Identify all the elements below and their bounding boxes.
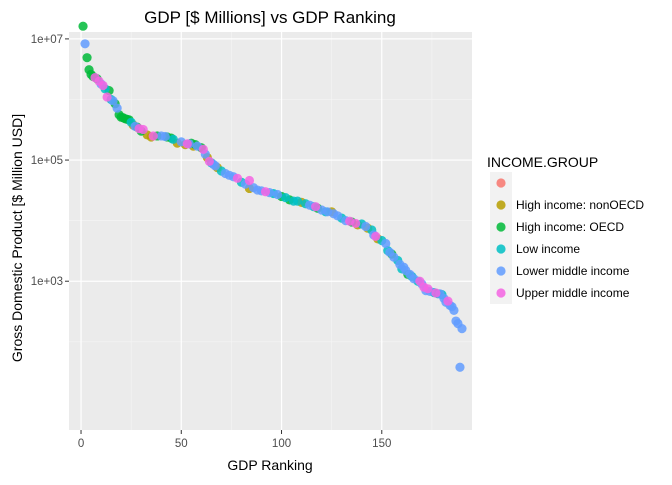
data-point (351, 218, 361, 229)
data-point (311, 202, 321, 212)
legend-title: INCOME.GROUP (487, 154, 598, 170)
data-point (78, 21, 88, 31)
data-point (333, 211, 343, 221)
data-point (292, 196, 303, 206)
x-tick-label: 50 (175, 438, 188, 450)
data-point (102, 92, 112, 102)
legend-label: Low income (516, 242, 580, 256)
y-tick-label: 1e+03 (31, 276, 63, 288)
data-point (80, 39, 90, 49)
y-axis-label: Gross Domestic Product [$ Million USD] (9, 114, 25, 362)
data-point (423, 284, 433, 294)
data-point (457, 324, 467, 334)
data-point (82, 53, 92, 63)
plot-panel (69, 21, 472, 430)
x-axis-label: GDP Ranking (227, 457, 312, 473)
data-point (431, 288, 441, 298)
data-point (168, 134, 178, 144)
data-point (204, 156, 214, 167)
data-point (98, 80, 108, 91)
data-point (381, 238, 391, 249)
chart-title: GDP [$ Millions] vs GDP Ranking (144, 8, 396, 27)
x-tick-label: 0 (78, 438, 84, 450)
data-point (148, 131, 158, 141)
legend: INCOME.GROUP High income: nonOECD High in… (487, 154, 644, 304)
data-point (182, 139, 192, 149)
plot-background (69, 32, 472, 430)
data-point (260, 187, 271, 197)
y-tick-label: 1e+07 (31, 34, 63, 46)
legend-marker (496, 200, 506, 210)
legend-marker (496, 288, 506, 298)
data-point (443, 296, 453, 306)
data-point (272, 189, 283, 200)
data-point (244, 175, 255, 186)
data-point (198, 144, 208, 154)
legend-marker (496, 222, 506, 232)
legend-label: High income: OECD (516, 220, 624, 234)
data-point (361, 221, 371, 232)
x-tick-label: 150 (372, 438, 391, 450)
data-point (112, 103, 122, 113)
data-point (232, 173, 243, 183)
axes: 0 50 100 150 1e+03 1e+05 1e+07 (31, 34, 392, 450)
data-point (160, 131, 170, 142)
data-point (138, 124, 148, 135)
legend-marker (496, 244, 506, 254)
data-point (371, 231, 381, 241)
data-point (449, 305, 459, 315)
legend-label: Lower middle income (516, 264, 630, 278)
x-tick-label: 100 (272, 438, 291, 450)
legend-marker (496, 178, 506, 188)
data-point (455, 362, 465, 372)
data-point (280, 193, 291, 203)
data-point (389, 252, 399, 262)
legend-label: High income: nonOECD (516, 198, 644, 212)
legend-label: Upper middle income (516, 286, 630, 300)
legend-marker (496, 266, 506, 276)
y-tick-label: 1e+05 (31, 155, 63, 167)
